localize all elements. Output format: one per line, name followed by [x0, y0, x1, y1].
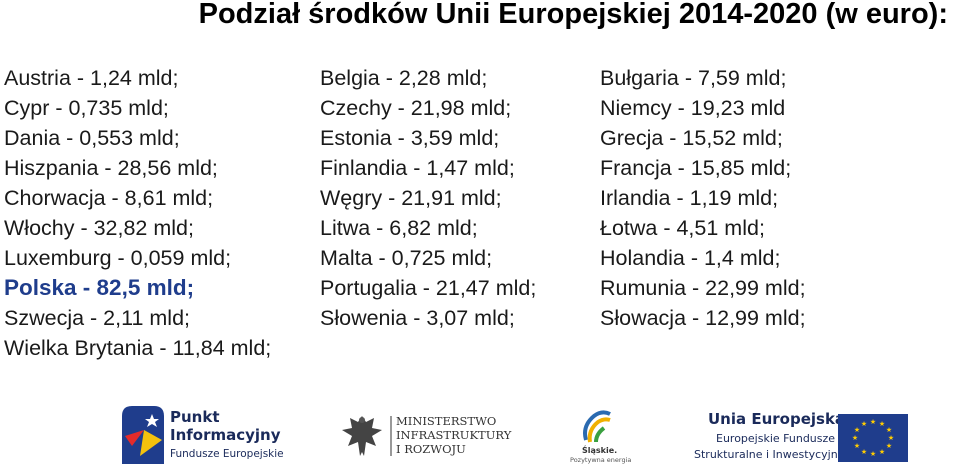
- country-cell: Rumunia - 22,99 mld;: [600, 275, 806, 300]
- country-cell: Irlandia - 1,19 mld;: [600, 185, 779, 210]
- punkt-label-2: Informacyjny: [170, 426, 281, 444]
- svg-text:★: ★: [886, 442, 892, 450]
- country-cell: Słowacja - 12,99 mld;: [600, 305, 806, 330]
- table-row: Szwecja - 2,11 mld; Słowenia - 3,07 mld;…: [4, 303, 954, 333]
- slaskie-label-1: Śląskie.: [582, 446, 618, 455]
- highlighted-country-cell: Polska - 82,5 mld;: [4, 275, 195, 300]
- table-row: Austria - 1,24 mld; Belgia - 2,28 mld; B…: [4, 63, 954, 93]
- table-row: Chorwacja - 8,61 mld; Węgry - 21,91 mld;…: [4, 183, 954, 213]
- country-cell: Niemcy - 19,23 mld: [600, 95, 786, 120]
- unia-europejska-logo: Unia Europejska Europejskie Fundusze Str…: [694, 410, 958, 466]
- ministerstwo-label-1: MINISTERSTWO: [396, 414, 497, 428]
- country-cell: Austria - 1,24 mld;: [4, 65, 179, 90]
- svg-text:★: ★: [888, 434, 894, 442]
- eu-flag-icon: ★ ★★ ★★★ ★★★ ★★★: [838, 414, 908, 462]
- svg-text:★: ★: [870, 418, 876, 426]
- slaskie-swirl-icon: [583, 410, 611, 443]
- ue-label-2: Europejskie Fundusze: [716, 432, 836, 445]
- country-cell: Holandia - 1,4 mld;: [600, 245, 781, 270]
- country-cell: Estonia - 3,59 mld;: [320, 125, 500, 150]
- ministerstwo-label-3: I ROZWOJU: [396, 442, 466, 456]
- country-cell: Wielka Brytania - 11,84 mld;: [4, 335, 272, 360]
- country-cell: Włochy - 32,82 mld;: [4, 215, 194, 240]
- table-row: Luxemburg - 0,059 mld; Malta - 0,725 mld…: [4, 243, 954, 273]
- country-cell: Francja - 15,85 mld;: [600, 155, 792, 180]
- svg-text:★: ★: [879, 420, 885, 428]
- table-row: Wielka Brytania - 11,84 mld;: [4, 333, 954, 363]
- allocation-table: Austria - 1,24 mld; Belgia - 2,28 mld; B…: [4, 63, 954, 363]
- ue-label-1: Unia Europejska: [708, 410, 846, 428]
- country-cell: Czechy - 21,98 mld;: [320, 95, 512, 120]
- punkt-informacyjny-logo: Punkt Informacyjny Fundusze Europejskie: [122, 406, 292, 466]
- country-cell: Cypr - 0,735 mld;: [4, 95, 169, 120]
- country-cell: Litwa - 6,82 mld;: [320, 215, 478, 240]
- country-cell: Portugalia - 21,47 mld;: [320, 275, 537, 300]
- slaskie-label-2: Pozytywna energia: [570, 456, 632, 464]
- ministerstwo-logo: MINISTERSTWO INFRASTRUKTURY I ROZWOJU: [340, 412, 512, 464]
- ue-label-3: Strukturalne i Inwestycyjne: [694, 448, 845, 461]
- slaskie-logo: Śląskie. Pozytywna energia: [568, 408, 638, 466]
- country-cell: Węgry - 21,91 mld;: [320, 185, 502, 210]
- fundusze-europejskie-icon: [122, 406, 164, 464]
- svg-text:★: ★: [879, 448, 885, 456]
- country-cell: Bułgaria - 7,59 mld;: [600, 65, 787, 90]
- svg-text:★: ★: [852, 434, 858, 442]
- table-row: Włochy - 32,82 mld; Litwa - 6,82 mld; Ło…: [4, 213, 954, 243]
- country-cell: Grecja - 15,52 mld;: [600, 125, 783, 150]
- table-row: Cypr - 0,735 mld; Czechy - 21,98 mld; Ni…: [4, 93, 954, 123]
- svg-text:★: ★: [854, 426, 860, 434]
- country-cell: Belgia - 2,28 mld;: [320, 65, 488, 90]
- table-row-highlight: Polska - 82,5 mld; Portugalia - 21,47 ml…: [4, 273, 954, 303]
- country-cell: Malta - 0,725 mld;: [320, 245, 493, 270]
- logo-strip: Punkt Informacyjny Fundusze Europejskie …: [0, 398, 960, 468]
- table-row: Hiszpania - 28,56 mld; Finlandia - 1,47 …: [4, 153, 954, 183]
- country-cell: Luxemburg - 0,059 mld;: [4, 245, 232, 270]
- eagle-emblem-icon: [342, 416, 382, 456]
- svg-text:★: ★: [870, 450, 876, 458]
- punkt-label-3: Fundusze Europejskie: [170, 448, 284, 460]
- svg-text:★: ★: [861, 420, 867, 428]
- country-cell: Chorwacja - 8,61 mld;: [4, 185, 214, 210]
- country-cell: Finlandia - 1,47 mld;: [320, 155, 515, 180]
- country-cell: Szwecja - 2,11 mld;: [4, 305, 191, 330]
- country-cell: Łotwa - 4,51 mld;: [600, 215, 765, 240]
- country-cell: Słowenia - 3,07 mld;: [320, 305, 515, 330]
- country-cell: Hiszpania - 28,56 mld;: [4, 155, 218, 180]
- table-row: Dania - 0,553 mld; Estonia - 3,59 mld; G…: [4, 123, 954, 153]
- page-title: Podział środków Unii Europejskiej 2014-2…: [198, 0, 948, 30]
- svg-text:★: ★: [886, 426, 892, 434]
- ministerstwo-label-2: INFRASTRUKTURY: [396, 428, 512, 442]
- svg-text:★: ★: [854, 442, 860, 450]
- svg-text:★: ★: [861, 448, 867, 456]
- country-cell: Dania - 0,553 mld;: [4, 125, 180, 150]
- punkt-label-1: Punkt: [170, 408, 220, 426]
